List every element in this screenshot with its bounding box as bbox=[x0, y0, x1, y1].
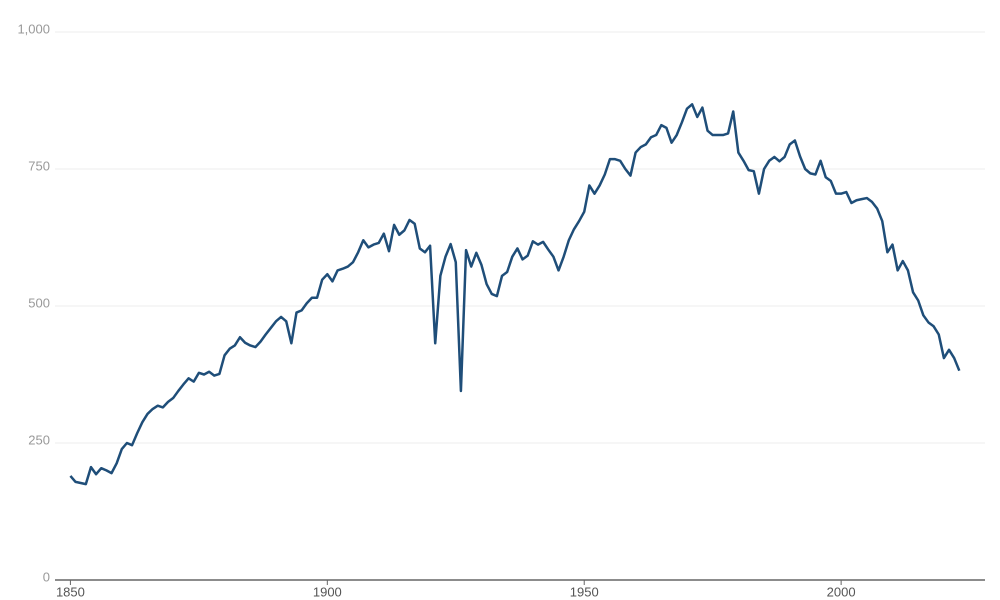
y-tick-label: 500 bbox=[28, 295, 50, 310]
y-tick-label: 250 bbox=[28, 432, 50, 447]
x-tick-label: 1950 bbox=[570, 584, 599, 599]
y-tick-label: 1,000 bbox=[17, 21, 50, 36]
x-tick-label: 1900 bbox=[313, 584, 342, 599]
y-tick-label: 0 bbox=[43, 569, 50, 584]
data-line bbox=[69, 103, 961, 486]
x-tick-label: 1850 bbox=[56, 584, 85, 599]
x-tick-label: 2000 bbox=[827, 584, 856, 599]
y-tick-label: 750 bbox=[28, 158, 50, 173]
